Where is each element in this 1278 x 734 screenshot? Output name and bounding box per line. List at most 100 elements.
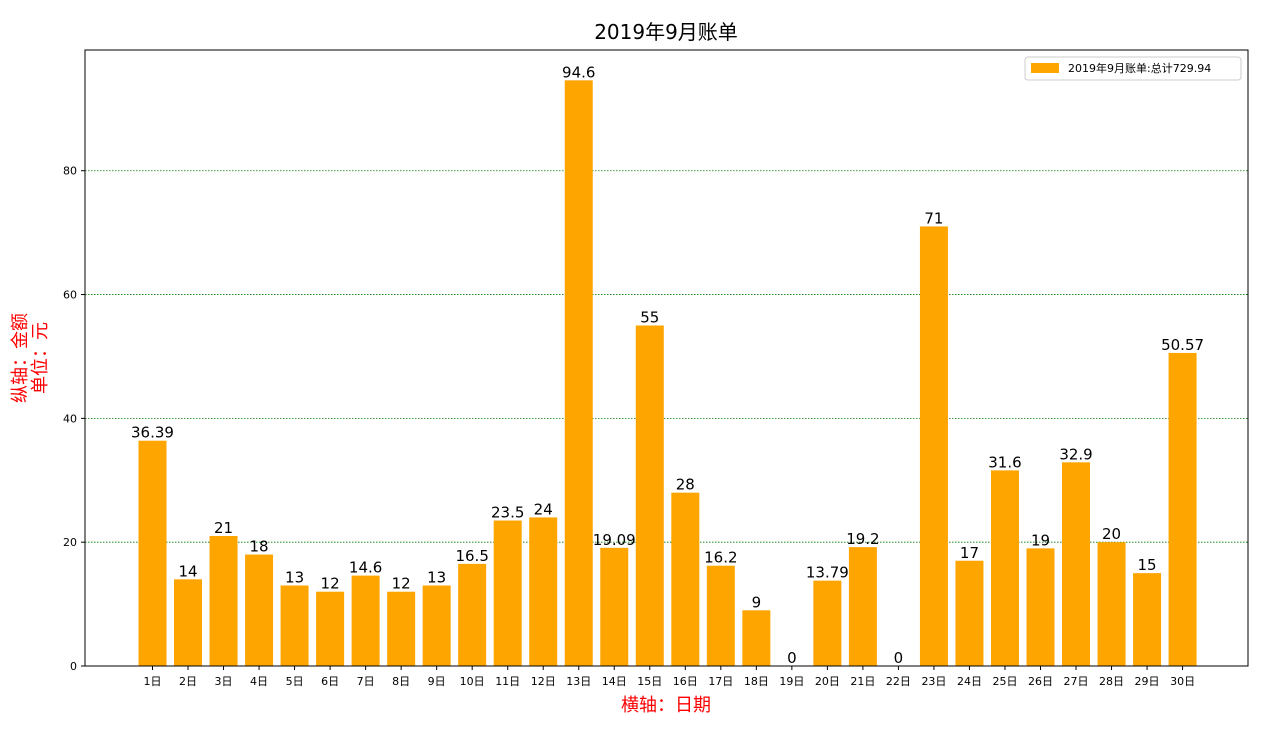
plot-frame <box>84 49 1249 667</box>
x-tick-label: 14日 <box>602 675 627 688</box>
x-tick-label: 27日 <box>1064 675 1089 688</box>
bar-value-label: 0 <box>894 649 904 667</box>
y-tick-label: 40 <box>63 412 77 425</box>
x-tick-label: 26日 <box>1028 675 1053 688</box>
bar <box>245 554 274 666</box>
bar-value-label: 36.39 <box>131 424 174 442</box>
bar-value-label: 16.2 <box>704 549 737 567</box>
y-axis: 0 20 40 60 80 <box>63 165 85 673</box>
legend-swatch <box>1031 63 1059 73</box>
bar-value-label: 94.6 <box>562 63 595 81</box>
y-tick-label: 80 <box>63 165 77 178</box>
x-tick-label: 19日 <box>779 675 804 688</box>
bar-value-label: 12 <box>392 575 411 593</box>
bar <box>458 563 487 666</box>
bar <box>387 591 416 666</box>
bar <box>529 517 558 666</box>
x-tick-label: 9日 <box>428 675 446 688</box>
x-tick-label: 12日 <box>531 675 556 688</box>
bar-value-label: 13.79 <box>806 564 849 582</box>
bar-value-label: 23.5 <box>491 504 524 522</box>
legend-box <box>1024 56 1242 81</box>
legend-label: 2019年9月账单:总计729.94 <box>1068 61 1211 75</box>
bar <box>635 325 664 666</box>
x-tick-label: 5日 <box>286 675 304 688</box>
bar-value-label: 12 <box>321 575 340 593</box>
x-tick-label: 24日 <box>957 675 982 688</box>
bar-value-label: 31.6 <box>988 453 1021 471</box>
bar-value-label: 18 <box>250 538 269 556</box>
bar-value-label: 55 <box>640 308 659 326</box>
bar-value-label: 24 <box>534 500 553 518</box>
bar-value-label: 19 <box>1031 531 1050 549</box>
bar-value-label: 19.09 <box>593 531 636 549</box>
bar <box>209 535 238 666</box>
bar <box>1062 462 1091 666</box>
bar-value-label: 21 <box>214 519 233 537</box>
bar <box>316 591 345 666</box>
bar-value-label: 14.6 <box>349 559 382 577</box>
bar-value-label: 15 <box>1138 556 1157 574</box>
bar-value-label: 71 <box>924 209 943 227</box>
x-tick-label: 15日 <box>637 675 662 688</box>
bar-value-label: 17 <box>960 544 979 562</box>
x-tick-label: 1日 <box>144 675 162 688</box>
bar <box>422 585 451 666</box>
bar-value-label: 14 <box>178 562 197 580</box>
x-axis-title: 横轴：日期 <box>621 695 711 716</box>
x-tick-label: 28日 <box>1099 675 1124 688</box>
x-tick-label: 20日 <box>815 675 840 688</box>
x-tick-label: 25日 <box>992 675 1017 688</box>
x-tick-label: 29日 <box>1135 675 1160 688</box>
y-axis-title: 纵轴：金额 单位：元 <box>10 313 51 403</box>
bar <box>955 560 984 666</box>
x-tick-label: 18日 <box>744 675 769 688</box>
bar <box>706 565 735 666</box>
x-tick-label: 7日 <box>357 675 375 688</box>
bar <box>848 547 877 666</box>
bar <box>919 226 948 667</box>
x-tick-label: 23日 <box>921 675 946 688</box>
x-tick-label: 30日 <box>1170 675 1195 688</box>
x-tick-label: 13日 <box>566 675 591 688</box>
legend: 2019年9月账单:总计729.94 <box>1024 56 1242 81</box>
y-tick-label: 60 <box>63 289 77 302</box>
value-labels: 36.39 14 21 18 13 12 14.6 12 13 16.5 23.5 24 94.6 19.… <box>131 63 1204 667</box>
bar <box>493 520 522 666</box>
bar-value-label: 13 <box>285 569 304 587</box>
x-tick-label: 2日 <box>179 675 197 688</box>
x-tick-label: 10日 <box>460 675 485 688</box>
bar <box>671 492 700 666</box>
x-axis: 1日 2日 3日 4日 5日 6日 7日 8日 9日 10日 11日 12日 13日 14日 15日 16日 1… <box>144 666 1195 688</box>
bar-value-label: 16.5 <box>455 547 488 565</box>
bar <box>1097 542 1126 666</box>
x-tick-label: 11日 <box>495 675 520 688</box>
x-tick-label: 16日 <box>673 675 698 688</box>
bar <box>990 470 1019 666</box>
bar <box>742 610 771 666</box>
x-tick-label: 6日 <box>321 675 339 688</box>
y-tick-label: 0 <box>70 660 77 673</box>
bar <box>564 80 593 666</box>
x-tick-label: 22日 <box>886 675 911 688</box>
bar-value-label: 9 <box>752 593 762 611</box>
bar-value-label: 13 <box>427 569 446 587</box>
bar <box>138 440 167 666</box>
bar-value-label: 19.2 <box>846 530 879 548</box>
bar <box>1026 548 1055 666</box>
bar <box>174 579 203 666</box>
x-tick-label: 21日 <box>850 675 875 688</box>
x-tick-label: 17日 <box>708 675 733 688</box>
bar-value-label: 20 <box>1102 525 1121 543</box>
bar-value-label: 32.9 <box>1059 445 1092 463</box>
bar <box>600 547 629 666</box>
x-tick-label: 3日 <box>215 675 233 688</box>
bar-value-label: 50.57 <box>1161 336 1204 354</box>
x-tick-label: 4日 <box>250 675 268 688</box>
bar <box>280 585 309 666</box>
chart-title: 2019年9月账单 <box>594 20 738 44</box>
bar <box>351 575 380 666</box>
y-axis-title-line-2: 单位：元 <box>30 322 51 394</box>
bar-value-label: 0 <box>787 649 797 667</box>
